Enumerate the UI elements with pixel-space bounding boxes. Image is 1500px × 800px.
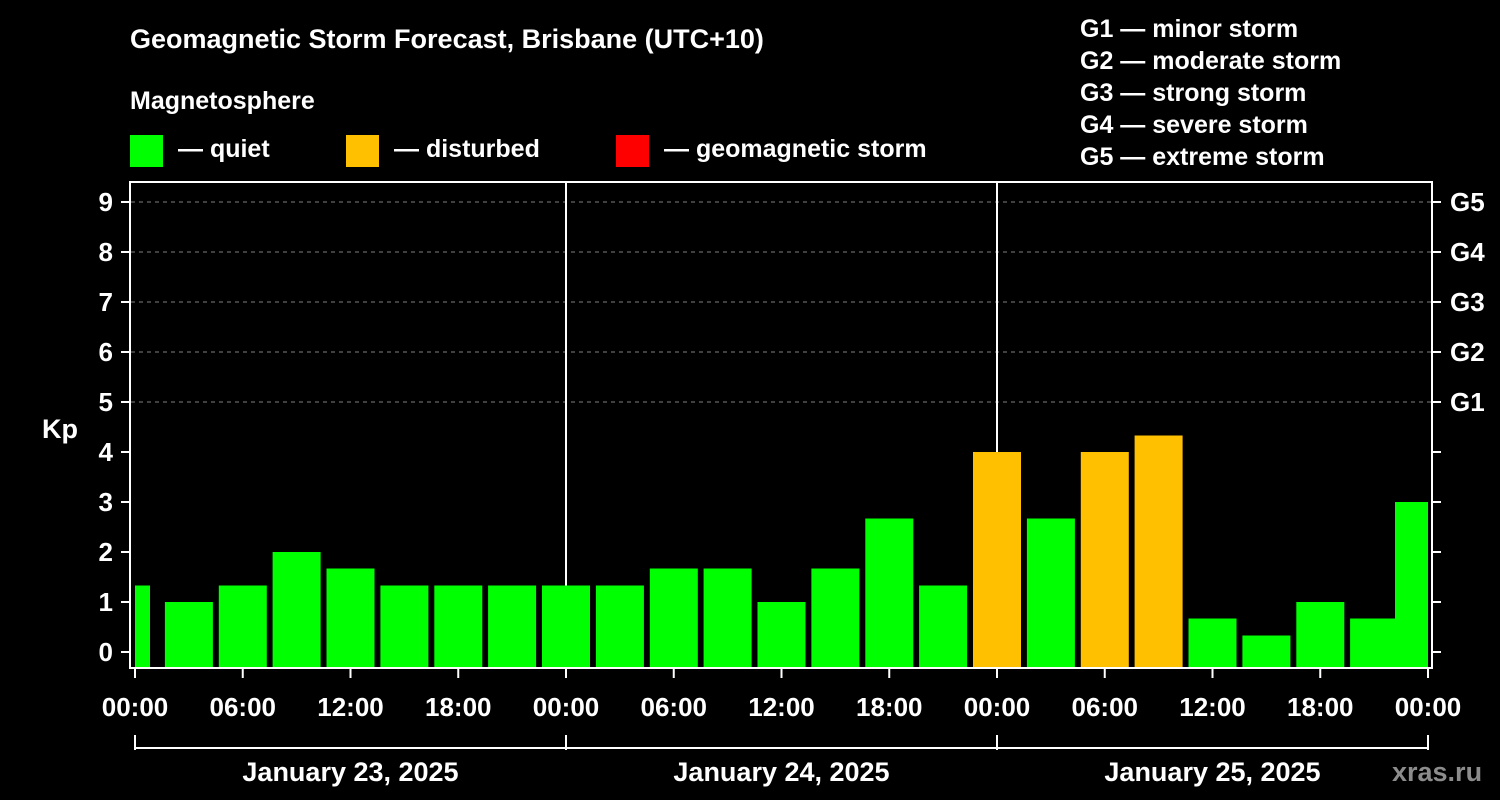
storm-level-label-G1: G1 bbox=[1450, 387, 1485, 417]
legend-swatch-2 bbox=[616, 135, 649, 167]
y-tick-label-0: 0 bbox=[99, 637, 113, 667]
bar-15 bbox=[919, 585, 968, 668]
y-axis-label: Kp bbox=[42, 414, 78, 444]
x-tick-label-1: 06:00 bbox=[210, 692, 277, 722]
bar-2 bbox=[218, 585, 267, 668]
chart-title: Geomagnetic Storm Forecast, Brisbane (UT… bbox=[130, 24, 764, 54]
storm-level-label-G3: G3 bbox=[1450, 287, 1485, 317]
bar-14 bbox=[865, 518, 914, 668]
plot-frame bbox=[129, 181, 1433, 669]
bar-0 bbox=[135, 585, 150, 668]
legend-swatch-0 bbox=[130, 135, 163, 167]
legend-heading: Magnetosphere bbox=[130, 87, 315, 115]
watermark: xras.ru bbox=[1392, 757, 1482, 787]
x-tick-label-7: 18:00 bbox=[856, 692, 923, 722]
bar-17 bbox=[1026, 518, 1075, 668]
storm-scale-legend: G1 — minor storm G2 — moderate storm G3 — … bbox=[1080, 15, 1341, 171]
bar-13 bbox=[811, 568, 860, 668]
bar-10 bbox=[649, 568, 698, 668]
bar-20 bbox=[1188, 618, 1237, 668]
bar-19 bbox=[1134, 435, 1183, 668]
y-tick-label-1: 1 bbox=[99, 587, 113, 617]
x-tick-label-3: 18:00 bbox=[425, 692, 492, 722]
x-tick-label-12: 00:00 bbox=[1395, 692, 1462, 722]
storm-scale-item-3: G4 — severe storm bbox=[1080, 111, 1308, 139]
storm-level-label-G2: G2 bbox=[1450, 337, 1485, 367]
bar-16 bbox=[973, 452, 1021, 668]
bar-22 bbox=[1296, 602, 1345, 668]
storm-scale-item-2: G3 — strong storm bbox=[1080, 79, 1306, 107]
y-tick-label-5: 5 bbox=[99, 387, 113, 417]
bar-18 bbox=[1080, 452, 1129, 668]
x-tick-label-8: 00:00 bbox=[964, 692, 1031, 722]
y-tick-label-9: 9 bbox=[99, 187, 113, 217]
y-tick-label-4: 4 bbox=[99, 437, 114, 467]
x-tick-label-5: 06:00 bbox=[641, 692, 708, 722]
bar-4 bbox=[326, 568, 375, 668]
bar-1 bbox=[164, 602, 213, 668]
y-tick-label-7: 7 bbox=[99, 287, 113, 317]
x-tick-label-6: 12:00 bbox=[748, 692, 815, 722]
bar-12 bbox=[757, 602, 806, 668]
bar-8 bbox=[542, 585, 590, 668]
storm-level-label-G4: G4 bbox=[1450, 237, 1485, 267]
storm-scale-item-4: G5 — extreme storm bbox=[1080, 143, 1325, 171]
magnetosphere-legend: — quiet — disturbed — geomagnetic storm bbox=[130, 135, 927, 167]
bar-23 bbox=[1350, 618, 1399, 668]
bar-21 bbox=[1242, 635, 1291, 668]
day-label-0: January 23, 2025 bbox=[242, 757, 458, 787]
bar-6 bbox=[434, 585, 483, 668]
bar-5 bbox=[380, 585, 429, 668]
storm-scale-item-0: G1 — minor storm bbox=[1080, 15, 1298, 43]
grid bbox=[131, 182, 1431, 668]
bar-11 bbox=[703, 568, 752, 668]
y-tick-label-8: 8 bbox=[99, 237, 113, 267]
storm-scale-item-1: G2 — moderate storm bbox=[1080, 47, 1341, 75]
bar-9 bbox=[595, 585, 644, 668]
day-label-1: January 24, 2025 bbox=[673, 757, 889, 787]
x-tick-label-2: 12:00 bbox=[317, 692, 384, 722]
y-tick-label-2: 2 bbox=[99, 537, 113, 567]
legend-swatch-1 bbox=[346, 135, 379, 167]
bar-24 bbox=[1395, 502, 1428, 668]
x-tick-label-11: 18:00 bbox=[1287, 692, 1354, 722]
bar-7 bbox=[488, 585, 537, 668]
legend-label-2: — geomagnetic storm bbox=[664, 135, 927, 163]
x-tick-label-9: 06:00 bbox=[1072, 692, 1139, 722]
y-tick-label-6: 6 bbox=[99, 337, 113, 367]
storm-level-label-G5: G5 bbox=[1450, 187, 1485, 217]
bars bbox=[135, 435, 1428, 668]
chart-header: Geomagnetic Storm Forecast, Brisbane (UT… bbox=[130, 15, 1341, 171]
x-tick-label-10: 12:00 bbox=[1179, 692, 1246, 722]
bar-3 bbox=[272, 552, 321, 668]
y-tick-label-3: 3 bbox=[99, 487, 113, 517]
day-label-2: January 25, 2025 bbox=[1104, 757, 1320, 787]
legend-label-1: — disturbed bbox=[394, 135, 540, 163]
axes: 0 1 2 3 4 5 6 7 8 9 G1 G2 G3 G4 G5 00:00 06:00 12:00 18:00… bbox=[99, 181, 1485, 787]
x-tick-label-4: 00:00 bbox=[533, 692, 600, 722]
x-tick-label-0: 00:00 bbox=[102, 692, 169, 722]
legend-label-0: — quiet bbox=[178, 135, 270, 163]
